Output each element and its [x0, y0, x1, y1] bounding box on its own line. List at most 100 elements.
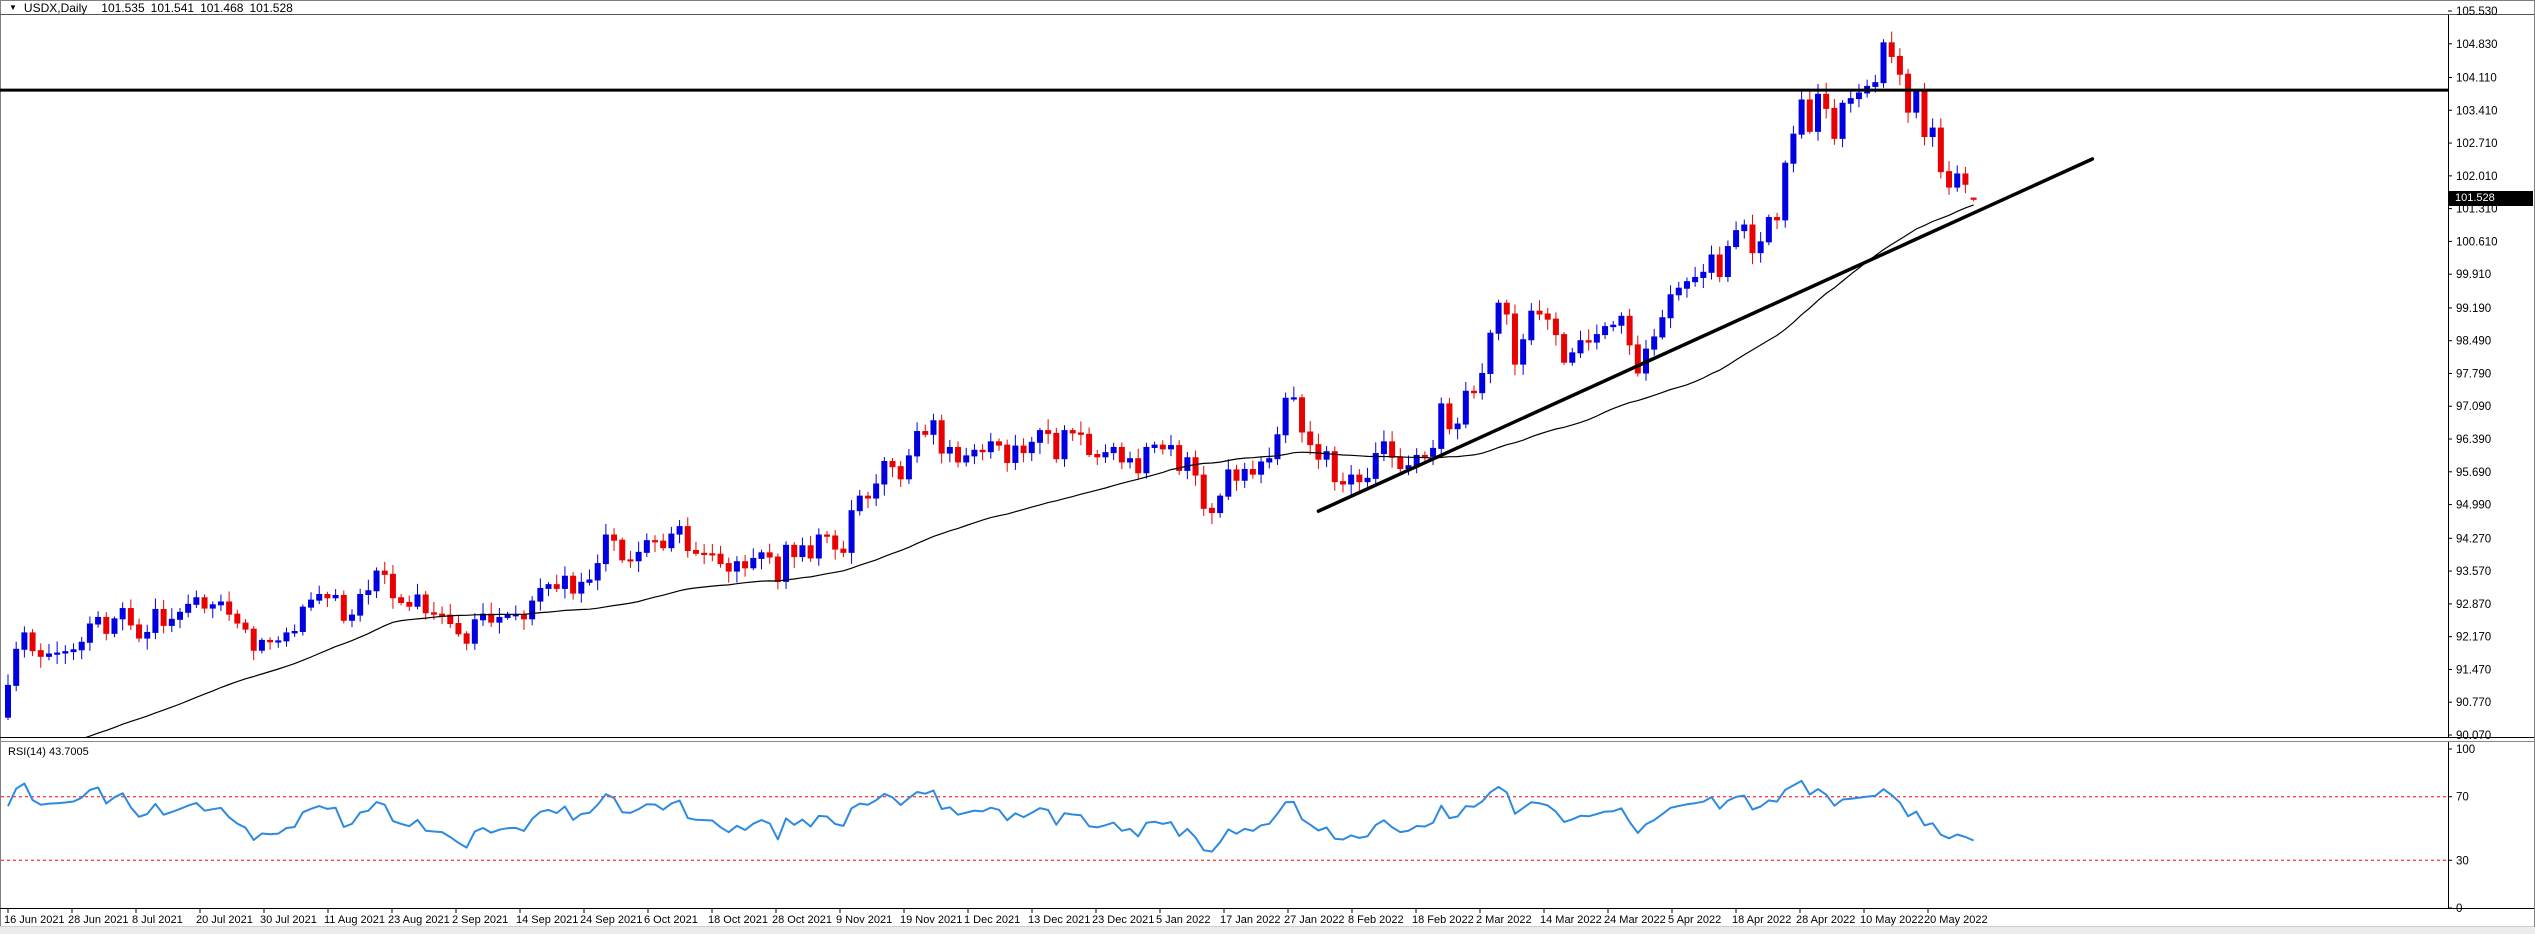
bear-candle [1389, 441, 1396, 458]
bull-candle [1954, 173, 1961, 188]
bear-candle [389, 573, 396, 599]
bull-candle [668, 533, 675, 549]
time-axis-label: 18 Feb 2022 [1412, 914, 1474, 926]
bull-candle [1323, 451, 1330, 460]
bull-candle [561, 575, 568, 589]
price-axis-label: 100.610 [2456, 236, 2498, 248]
bull-candle [1184, 457, 1191, 471]
bull-candle [971, 449, 978, 457]
bull-candle [1733, 230, 1740, 248]
bear-candle [717, 553, 724, 565]
panel-frames [0, 14, 2535, 934]
bull-candle [848, 510, 855, 553]
bull-candle [1282, 397, 1289, 436]
bear-candle [250, 628, 257, 651]
bear-candle [1094, 453, 1101, 458]
price-axis-label: 92.870 [2456, 599, 2491, 611]
bear-candle [160, 608, 167, 626]
bull-candle [905, 455, 912, 480]
bull-candle [275, 640, 282, 643]
time-axis-label: 5 Apr 2022 [1668, 914, 1721, 926]
rsi-axis-label: 100 [2456, 744, 2475, 756]
bull-candle [1683, 281, 1690, 289]
bear-candle [439, 613, 446, 616]
bear-candle [463, 633, 470, 644]
time-axis-label: 9 Nov 2021 [836, 914, 892, 926]
rsi-axis[interactable]: 100 70 30 0 [2448, 744, 2475, 915]
bull-candle [930, 420, 937, 435]
bear-candle [1159, 444, 1166, 450]
time-axis-label: 14 Sep 2021 [516, 914, 578, 926]
time-axis-label: 30 Jul 2021 [260, 914, 317, 926]
bear-candle [1774, 217, 1781, 221]
bull-candle [365, 590, 372, 596]
bear-candle [652, 540, 659, 543]
bear-candle [234, 613, 241, 624]
bear-candle [447, 614, 454, 625]
bull-candle [914, 431, 921, 457]
bear-candle [938, 420, 945, 454]
bull-candle [643, 540, 650, 553]
rsi-axis-label: 0 [2456, 903, 2462, 915]
bear-candle [1905, 73, 1912, 113]
price-axis[interactable]: 105.530 104.830 104.110 103.410 102.710 102.0… [2448, 6, 2498, 742]
trendline[interactable] [1316, 157, 2095, 513]
bear-candle [1716, 254, 1723, 278]
bear-candle [1397, 456, 1404, 470]
bear-candle [127, 608, 134, 626]
bear-candle [1004, 444, 1011, 463]
bull-candle [1872, 82, 1879, 87]
bear-candle [226, 601, 233, 615]
bear-candle [570, 575, 577, 594]
bear-candle [619, 539, 626, 561]
bull-candle [1487, 332, 1494, 374]
bull-candle [1855, 92, 1862, 100]
bull-candle [1790, 133, 1797, 164]
bull-candle [62, 651, 69, 654]
bull-candle [496, 616, 503, 623]
bear-candle [979, 449, 986, 453]
bull-candle [1528, 310, 1535, 341]
bear-candle [1585, 340, 1592, 343]
bull-candle [758, 552, 765, 559]
bear-candle [1806, 99, 1813, 132]
time-axis[interactable]: 16 Jun 2021 28 Jun 2021 8 Jul 2021 20 Jul 2… [4, 908, 1988, 926]
bear-candle [1561, 334, 1568, 363]
bull-candle [1880, 42, 1887, 84]
bull-candle [1225, 469, 1232, 497]
bull-candle [963, 455, 970, 463]
bear-candle [660, 540, 667, 549]
bull-candle [1430, 447, 1437, 457]
bull-candle [1061, 430, 1068, 460]
price-axis-label: 102.710 [2456, 138, 2498, 150]
bull-candle [1364, 477, 1371, 483]
bear-candle [1634, 344, 1641, 374]
bear-candle [1888, 42, 1895, 57]
bull-candle [987, 441, 994, 453]
bull-candle [1724, 246, 1731, 278]
bear-candle [840, 548, 847, 553]
time-axis-label: 28 Oct 2021 [772, 914, 832, 926]
price-axis-label: 91.470 [2456, 664, 2491, 676]
bear-candle [701, 552, 708, 555]
bear-candle [692, 549, 699, 554]
bull-candle [316, 594, 323, 601]
symbol-dropdown-icon[interactable]: ▼ [9, 3, 17, 12]
price-axis-label: 96.390 [2456, 434, 2491, 446]
price-axis-label: 99.190 [2456, 303, 2491, 315]
bull-candle [1036, 430, 1043, 443]
bear-candle [1356, 474, 1363, 483]
bear-candle [1077, 432, 1084, 435]
price-axis-label: 97.090 [2456, 401, 2491, 413]
time-axis-label: 8 Jul 2021 [132, 914, 183, 926]
bull-candle [1708, 254, 1715, 273]
bear-candle [1315, 444, 1322, 460]
bull-candle [1266, 458, 1273, 463]
bull-candle [168, 618, 175, 626]
bull-candle [1929, 127, 1936, 138]
time-axis-label: 18 Oct 2021 [708, 914, 768, 926]
bull-candle [1274, 434, 1281, 460]
price-axis-label: 90.070 [2456, 730, 2491, 742]
